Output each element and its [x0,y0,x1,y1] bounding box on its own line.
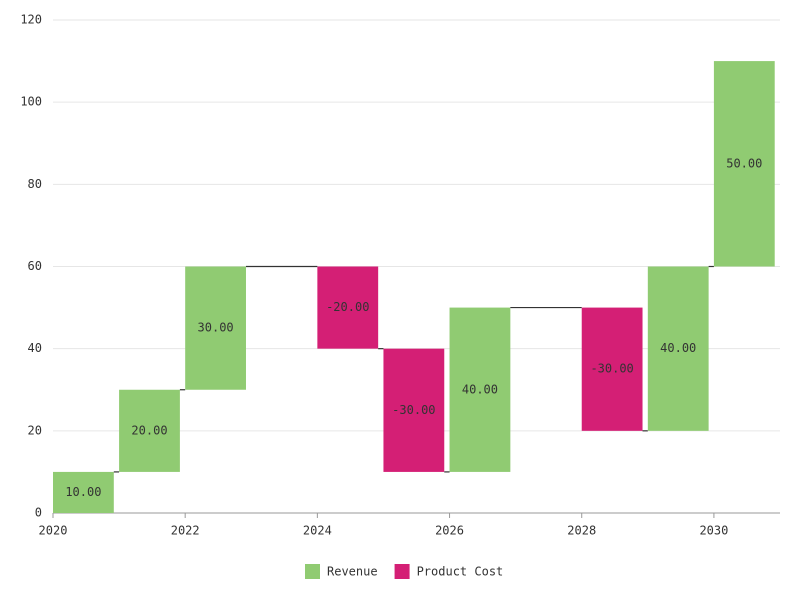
y-tick-label: 60 [28,259,42,273]
bar [185,266,246,390]
value-label: -30.00 [590,362,633,376]
x-tick-label: 2030 [699,524,728,538]
x-tick-label: 2028 [567,524,596,538]
legend-swatch [305,564,320,579]
value-label: 40.00 [462,382,498,396]
value-label: -20.00 [326,300,369,314]
x-tick-label: 2020 [39,524,68,538]
y-tick-label: 80 [28,177,42,191]
bar [383,348,445,472]
bar [713,61,775,267]
value-label: 20.00 [131,423,167,437]
bar [119,389,180,472]
x-tick-label: 2024 [303,524,332,538]
value-label: 40.00 [660,341,696,355]
y-tick-label: 100 [20,95,42,109]
bar [53,471,114,513]
value-label: 10.00 [65,485,101,499]
value-label: -30.00 [392,403,435,417]
x-tick-label: 2026 [435,524,464,538]
bar [647,266,709,431]
legend-swatch [394,564,410,579]
y-tick-label: 40 [28,341,42,355]
y-tick-label: 20 [28,423,42,437]
x-tick-label: 2022 [171,524,200,538]
bar [581,307,643,431]
legend-label: Product Cost [417,565,504,579]
bar [317,266,379,349]
bar [449,307,511,472]
value-label: 50.00 [726,156,762,170]
y-tick-label: 120 [20,13,42,27]
y-tick-label: 0 [35,506,42,520]
legend-label: Revenue [327,565,378,579]
value-label: 30.00 [198,321,234,335]
